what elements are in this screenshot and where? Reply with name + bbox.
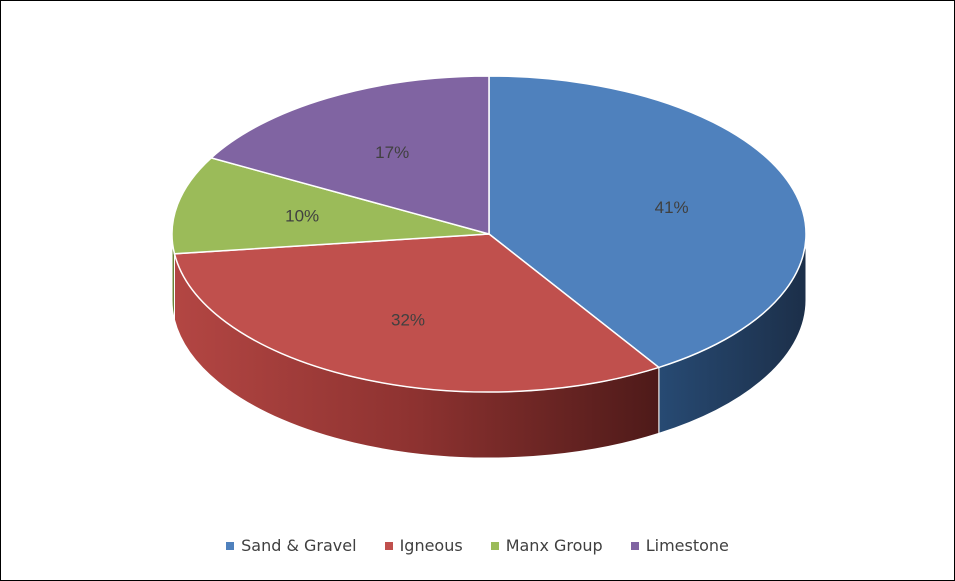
legend: Sand & Gravel Igneous Manx Group Limestone bbox=[0, 536, 955, 555]
legend-label-manx-group: Manx Group bbox=[506, 536, 603, 555]
legend-swatch-sand-gravel bbox=[226, 542, 234, 550]
legend-item-limestone: Limestone bbox=[631, 536, 729, 555]
legend-label-sand-gravel: Sand & Gravel bbox=[241, 536, 356, 555]
legend-label-limestone: Limestone bbox=[646, 536, 729, 555]
legend-item-igneous: Igneous bbox=[385, 536, 463, 555]
legend-item-manx-group: Manx Group bbox=[491, 536, 603, 555]
pie-label-sand-gravel: 41% bbox=[655, 198, 689, 217]
legend-item-sand-gravel: Sand & Gravel bbox=[226, 536, 356, 555]
legend-swatch-igneous bbox=[385, 542, 393, 550]
legend-label-igneous: Igneous bbox=[400, 536, 463, 555]
pie-label-igneous: 32% bbox=[391, 310, 425, 329]
legend-swatch-limestone bbox=[631, 542, 639, 550]
pie-label-manx-group: 10% bbox=[285, 207, 319, 226]
pie-label-limestone: 17% bbox=[375, 143, 409, 162]
legend-swatch-manx-group bbox=[491, 542, 499, 550]
